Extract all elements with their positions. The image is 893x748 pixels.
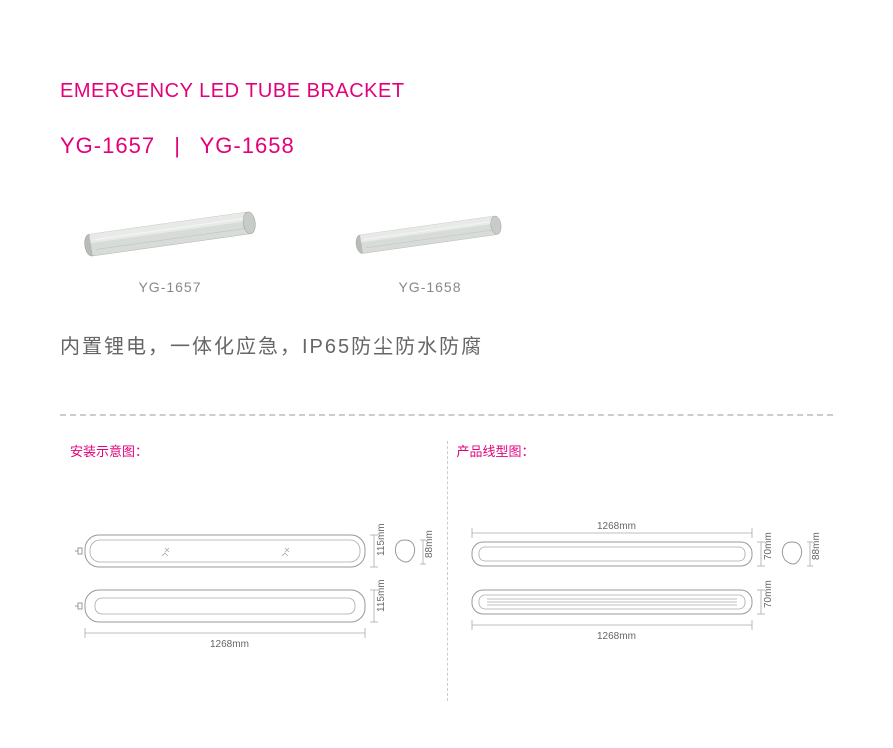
install-diagram-svg: 115mm 88mm 115mm 1268mm [70, 520, 440, 690]
product-1-label: YG-1657 [70, 279, 270, 295]
description-text: 内置锂电，一体化应急，IP65防尘防水防腐 [60, 330, 833, 359]
svg-text:70mm: 70mm [763, 532, 774, 560]
product-1-image [75, 209, 265, 259]
product-2: YG-1658 [330, 209, 530, 295]
horizontal-divider [60, 414, 833, 416]
product-1: YG-1657 [70, 209, 270, 295]
product-2-label: YG-1658 [330, 279, 530, 295]
product-line-diagram-col: 产品线型图： 1268mm 70mm 88mm [447, 441, 834, 695]
separator: | [174, 133, 181, 158]
page-title: EMERGENCY LED TUBE BRACKET [60, 80, 833, 103]
svg-text:1268mm: 1268mm [597, 631, 636, 642]
model-line: YG-1657 | YG-1658 [60, 133, 833, 159]
svg-text:88mm: 88mm [424, 530, 435, 558]
model-2: YG-1658 [200, 133, 295, 158]
svg-text:1268mm: 1268mm [597, 521, 636, 532]
svg-text:115mm: 115mm [376, 579, 387, 612]
install-diagram-col: 安装示意图： 115mm 88mm [60, 441, 447, 695]
diagrams-section: 安装示意图： 115mm 88mm [60, 441, 833, 695]
product-2-image [335, 209, 525, 259]
product-images-row: YG-1657 YG-1658 [60, 209, 833, 295]
product-line-diagram-title: 产品线型图： [457, 441, 824, 460]
svg-text:70mm: 70mm [763, 580, 774, 608]
vertical-divider [447, 441, 448, 701]
svg-text:115mm: 115mm [376, 523, 387, 556]
install-diagram-title: 安装示意图： [70, 441, 437, 460]
svg-text:1268mm: 1268mm [210, 639, 249, 650]
svg-text:88mm: 88mm [811, 532, 822, 560]
product-line-diagram-svg: 1268mm 70mm 88mm 70mm [457, 520, 827, 690]
model-1: YG-1657 [60, 133, 155, 158]
